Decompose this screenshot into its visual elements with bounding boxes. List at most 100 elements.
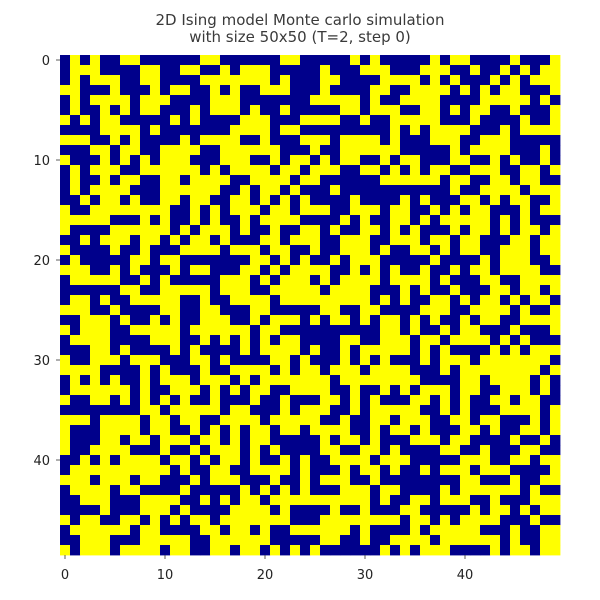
lattice-cell [420,295,431,306]
lattice-cell [200,55,211,66]
lattice-cell [490,425,501,436]
lattice-cell [540,165,551,176]
lattice-cell [210,435,221,446]
lattice-cell [380,515,391,526]
lattice-cell [370,95,381,106]
lattice-cell [250,295,261,306]
lattice-cell [170,215,181,226]
lattice-cell [480,65,491,76]
lattice-cell [390,405,401,416]
lattice-cell [510,225,521,236]
lattice-cell [230,185,241,196]
lattice-cell [410,215,421,226]
lattice-cell [530,355,541,366]
lattice-cell [360,285,371,296]
lattice-cell [130,415,141,426]
lattice-cell [150,385,161,396]
lattice-cell [360,535,371,546]
lattice-cell [190,265,201,276]
lattice-cell [100,145,111,156]
lattice-cell [150,255,161,266]
lattice-cell [490,75,501,86]
lattice-cell [280,515,291,526]
lattice-cell [330,355,341,366]
lattice-cell [180,55,191,66]
lattice-cell [70,415,81,426]
lattice-cell [70,535,81,546]
lattice-cell [490,85,501,96]
lattice-cell [90,225,101,236]
lattice-cell [170,95,181,106]
lattice-cell [430,365,441,376]
lattice-cell [500,365,511,376]
lattice-cell [530,175,541,186]
lattice-cell [90,85,101,96]
lattice-cell [530,105,541,116]
lattice-cell [120,285,131,296]
lattice-cell [60,305,71,316]
lattice-cell [80,275,91,286]
lattice-cell [80,375,91,386]
lattice-cell [540,315,551,326]
lattice-cell [470,85,481,96]
lattice-cell [230,435,241,446]
lattice-cell [190,305,201,316]
lattice-cell [60,125,71,136]
lattice-cell [160,375,171,386]
lattice-cell [60,275,71,286]
lattice-cell [320,235,331,246]
lattice-cell [150,305,161,316]
lattice-cell [420,485,431,496]
lattice-cell [460,485,471,496]
lattice-cell [220,295,231,306]
lattice-cell [280,325,291,336]
lattice-cell [400,295,411,306]
lattice-cell [380,435,391,446]
lattice-cell [190,465,201,476]
lattice-cell [170,385,181,396]
lattice-cell [300,505,311,516]
lattice-cell [240,215,251,226]
lattice-cell [350,435,361,446]
lattice-cell [550,275,561,286]
lattice-cell [270,475,281,486]
lattice-cell [120,405,131,416]
lattice-cell [510,455,521,466]
lattice-cell [240,445,251,456]
lattice-cell [500,95,511,106]
lattice-cell [70,235,81,246]
lattice-cell [330,195,341,206]
lattice-cell [140,365,151,376]
lattice-cell [360,75,371,86]
lattice-cell [210,515,221,526]
lattice-cell [110,145,121,156]
lattice-cell [430,385,441,396]
lattice-cell [330,475,341,486]
lattice-cell [430,195,441,206]
lattice-cell [400,275,411,286]
x-tick-label: 30 [357,568,374,583]
lattice-cell [370,485,381,496]
lattice-cell [530,445,541,456]
lattice-cell [180,225,191,236]
lattice-cell [460,55,471,66]
lattice-cell [70,175,81,186]
lattice-cell [540,425,551,436]
lattice-cell [200,185,211,196]
lattice-cell [140,535,151,546]
lattice-cell [420,535,431,546]
lattice-cell [410,305,421,316]
lattice-cell [460,205,471,216]
lattice-cell [180,105,191,116]
lattice-cell [390,225,401,236]
lattice-cell [180,85,191,96]
lattice-cell [320,165,331,176]
lattice-cell [410,415,421,426]
lattice-cell [210,245,221,256]
lattice-cell [400,435,411,446]
lattice-cell [170,275,181,286]
lattice-cell [360,365,371,376]
lattice-cell [170,425,181,436]
lattice-cell [270,345,281,356]
lattice-cell [60,205,71,216]
